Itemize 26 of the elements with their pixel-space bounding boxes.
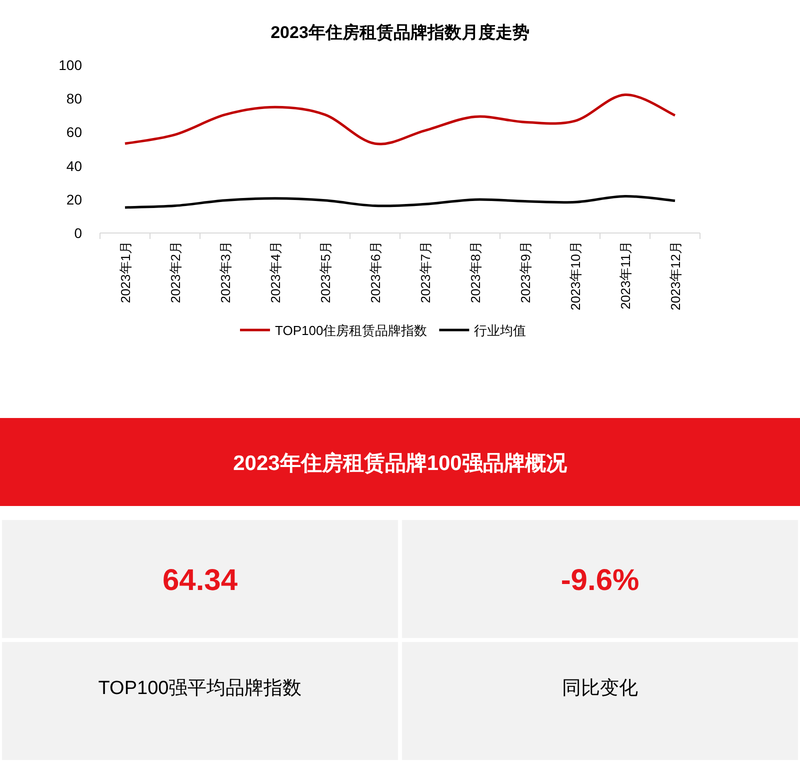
text: 64.34: [162, 564, 238, 597]
y-tick-label: 20: [66, 191, 82, 208]
y-tick-label: 0: [74, 225, 82, 241]
x-tick-label: 2023年7月: [418, 241, 433, 304]
x-tick-label: 2023年12月: [668, 241, 683, 310]
y-tick-label: 60: [66, 124, 82, 140]
y-tick-label: 100: [58, 57, 82, 73]
text: -9.6%: [560, 564, 640, 597]
x-tick-label: 2023年5月: [318, 241, 333, 304]
text: 2023年住房租赁品牌100强品牌概况: [233, 451, 568, 475]
legend-label: 行业均值: [474, 323, 526, 338]
x-tick-label: 2023年1月: [118, 241, 133, 304]
x-tick-label: 2023年4月: [268, 241, 283, 304]
x-tick-label: 2023年3月: [218, 241, 233, 304]
x-tick-label: 2023年6月: [368, 241, 383, 304]
x-tick-label: 2023年10月: [568, 241, 583, 310]
x-tick-label: 2023年9月: [518, 241, 533, 304]
x-tick-label: 2023年8月: [468, 241, 483, 304]
legend-label: TOP100住房租赁品牌指数: [275, 323, 428, 338]
chart-title: 2023年住房租赁品牌指数月度走势: [270, 23, 530, 42]
y-tick-label: 80: [66, 90, 82, 107]
x-tick-label: 2023年11月: [618, 241, 633, 310]
x-tick-label: 2023年2月: [168, 241, 183, 304]
y-tick-label: 40: [66, 158, 82, 174]
text: 同比变化: [562, 677, 638, 699]
text: TOP100强平均品牌指数: [98, 678, 302, 699]
